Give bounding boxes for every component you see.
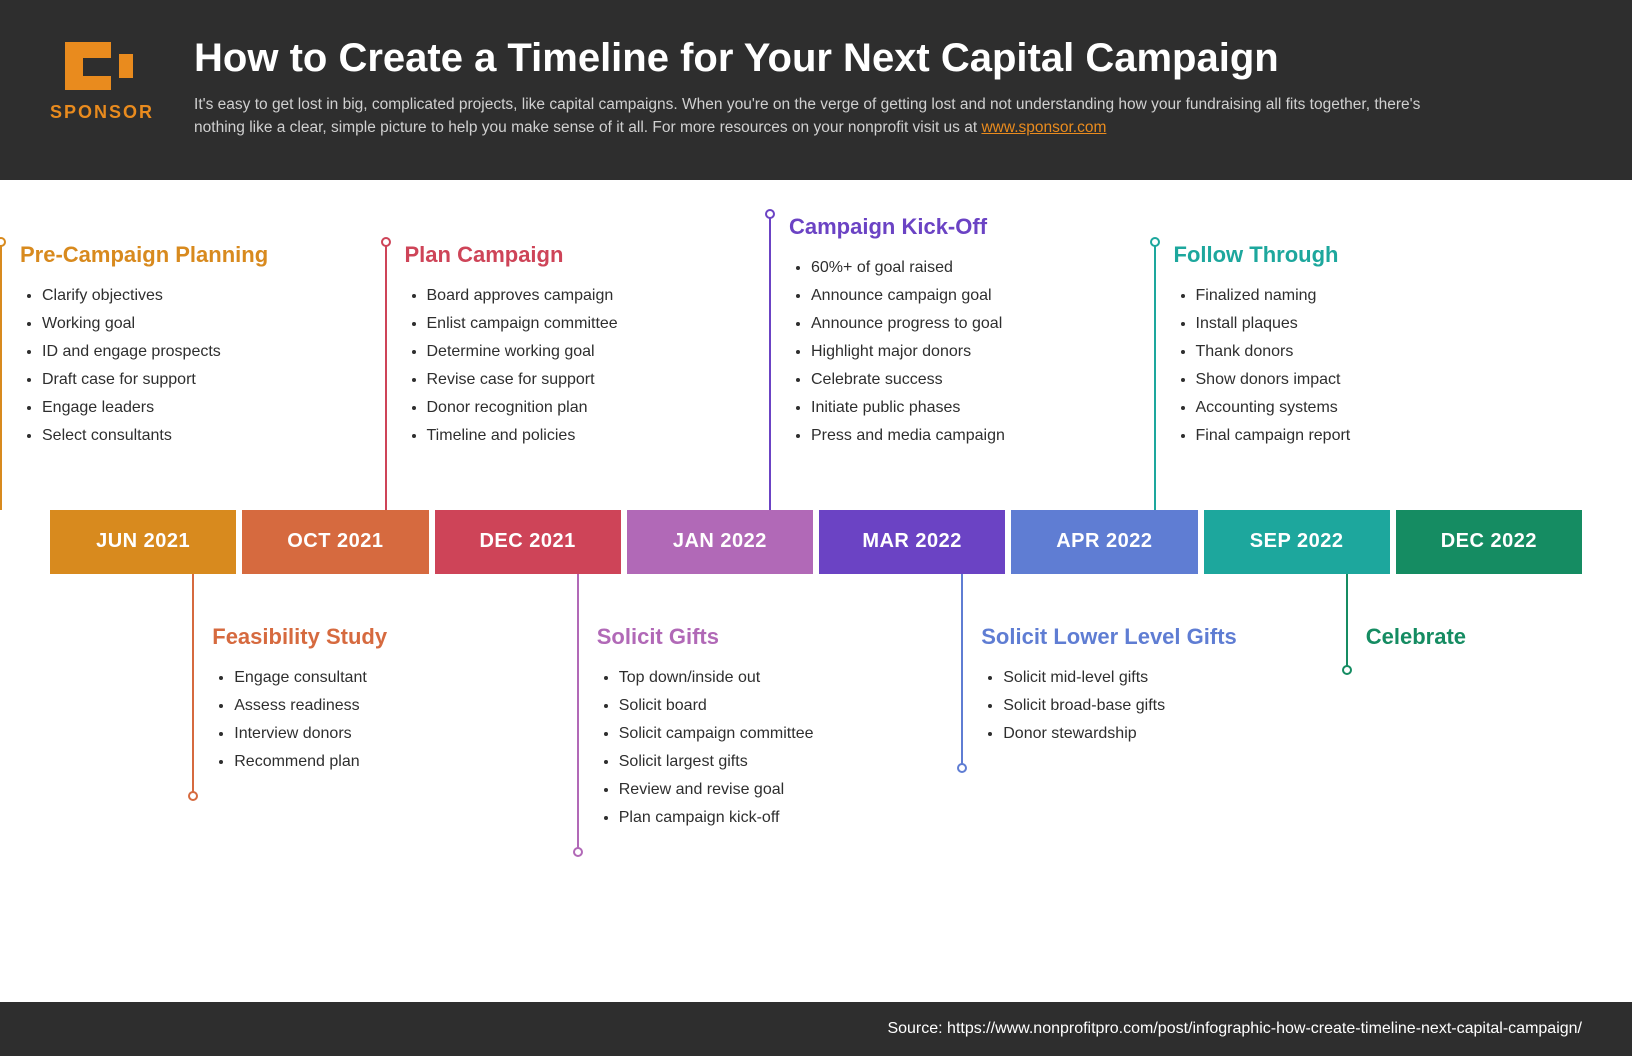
page-title: How to Create a Timeline for Your Next C… [194, 36, 1582, 81]
phase-item: Select consultants [42, 422, 310, 450]
phase-items: Board approves campaignEnlist campaign c… [405, 282, 695, 450]
connector-dot [1342, 665, 1352, 675]
header-text: How to Create a Timeline for Your Next C… [194, 36, 1582, 140]
month-cell-1: OCT 2021 [242, 510, 428, 574]
phase-title: Plan Campaign [405, 242, 695, 268]
phase-item: Recommend plan [234, 748, 502, 776]
phase-item: Engage leaders [42, 394, 310, 422]
phase-item: 60%+ of goal raised [811, 254, 1079, 282]
connector-dot [188, 791, 198, 801]
month-cell-6: SEP 2022 [1204, 510, 1390, 574]
month-cell-5: APR 2022 [1011, 510, 1197, 574]
sponsor-link[interactable]: www.sponsor.com [981, 119, 1106, 136]
phase-item: Board approves campaign [427, 282, 695, 310]
timeline: JUN 2021OCT 2021DEC 2021JAN 2022MAR 2022… [0, 180, 1632, 990]
phase-item: Highlight major donors [811, 338, 1079, 366]
phase-item: Determine working goal [427, 338, 695, 366]
phase-title: Solicit Gifts [597, 624, 887, 650]
phase-3: Solicit GiftsTop down/inside outSolicit … [577, 574, 887, 832]
month-cell-3: JAN 2022 [627, 510, 813, 574]
phase-item: Solicit broad-base gifts [1003, 692, 1271, 720]
connector-line [1346, 574, 1348, 670]
phase-item: Finalized naming [1196, 282, 1464, 310]
phase-item: Accounting systems [1196, 394, 1464, 422]
month-cell-0: JUN 2021 [50, 510, 236, 574]
phase-item: ID and engage prospects [42, 338, 310, 366]
phase-item: Solicit campaign committee [619, 720, 887, 748]
phase-items: Top down/inside outSolicit boardSolicit … [597, 664, 887, 832]
phase-item: Clarify objectives [42, 282, 310, 310]
phase-item: Press and media campaign [811, 422, 1079, 450]
phase-item: Install plaques [1196, 310, 1464, 338]
phase-4: Campaign Kick-Off60%+ of goal raisedAnno… [769, 214, 1079, 450]
logo-text: SPONSOR [50, 102, 154, 123]
phase-1: Feasibility Study Engage consultantAssess… [192, 574, 502, 776]
phase-item: Enlist campaign committee [427, 310, 695, 338]
source-text: Source: https://www.nonprofitpro.com/pos… [887, 1020, 1582, 1037]
phase-title: Follow Through [1174, 242, 1464, 268]
phase-item: Solicit mid-level gifts [1003, 664, 1271, 692]
connector-line [577, 574, 579, 852]
phase-item: Review and revise goal [619, 776, 887, 804]
phase-title: Solicit Lower Level Gifts [981, 624, 1271, 650]
phase-item: Interview donors [234, 720, 502, 748]
phase-title: Celebrate [1366, 624, 1632, 650]
phase-6: Follow Through Finalized namingInstall pl… [1154, 242, 1464, 450]
phase-7: Celebrate [1346, 574, 1632, 664]
connector-line [192, 574, 194, 796]
phase-item: Show donors impact [1196, 366, 1464, 394]
phase-item: Donor stewardship [1003, 720, 1271, 748]
phase-item: Thank donors [1196, 338, 1464, 366]
logo: SPONSOR [50, 36, 154, 123]
month-cell-4: MAR 2022 [819, 510, 1005, 574]
phase-title: Pre-Campaign Planning [20, 242, 310, 268]
phase-5: Solicit Lower Level Gifts Solicit mid-lev… [961, 574, 1271, 748]
phase-item: Revise case for support [427, 366, 695, 394]
connector-dot [957, 763, 967, 773]
phase-item: Plan campaign kick-off [619, 804, 887, 832]
phase-item: Initiate public phases [811, 394, 1079, 422]
phase-items: Solicit mid-level giftsSolicit broad-bas… [981, 664, 1271, 748]
phase-item: Final campaign report [1196, 422, 1464, 450]
sponsor-logo-icon [57, 36, 147, 96]
phase-item: Celebrate success [811, 366, 1079, 394]
phase-items: Engage consultantAssess readinessIntervi… [212, 664, 502, 776]
phase-items: Clarify objectivesWorking goalID and eng… [20, 282, 310, 450]
footer: Source: https://www.nonprofitpro.com/pos… [0, 1002, 1632, 1056]
phase-title: Campaign Kick-Off [789, 214, 1079, 240]
phase-item: Working goal [42, 310, 310, 338]
timeline-bar: JUN 2021OCT 2021DEC 2021JAN 2022MAR 2022… [50, 510, 1582, 574]
phase-item: Announce progress to goal [811, 310, 1079, 338]
phase-item: Top down/inside out [619, 664, 887, 692]
month-cell-7: DEC 2022 [1396, 510, 1582, 574]
subtitle-text: It's easy to get lost in big, complicate… [194, 96, 1420, 136]
connector-dot [573, 847, 583, 857]
phase-item: Solicit board [619, 692, 887, 720]
phase-item: Donor recognition plan [427, 394, 695, 422]
phase-2: Plan Campaign Board approves campaignEnli… [385, 242, 695, 450]
phase-item: Engage consultant [234, 664, 502, 692]
phase-item: Solicit largest gifts [619, 748, 887, 776]
phase-item: Draft case for support [42, 366, 310, 394]
header: SPONSOR How to Create a Timeline for You… [0, 0, 1632, 180]
phase-item: Timeline and policies [427, 422, 695, 450]
phase-item: Announce campaign goal [811, 282, 1079, 310]
phase-title: Feasibility Study [212, 624, 502, 650]
phase-item: Assess readiness [234, 692, 502, 720]
page-subtitle: It's easy to get lost in big, complicate… [194, 93, 1474, 140]
phase-items: 60%+ of goal raisedAnnounce campaign goa… [789, 254, 1079, 450]
phase-items: Finalized namingInstall plaquesThank don… [1174, 282, 1464, 450]
connector-line [961, 574, 963, 768]
phase-0: Pre-Campaign Planning Clarify objectivesW… [0, 242, 310, 450]
month-cell-2: DEC 2021 [435, 510, 621, 574]
